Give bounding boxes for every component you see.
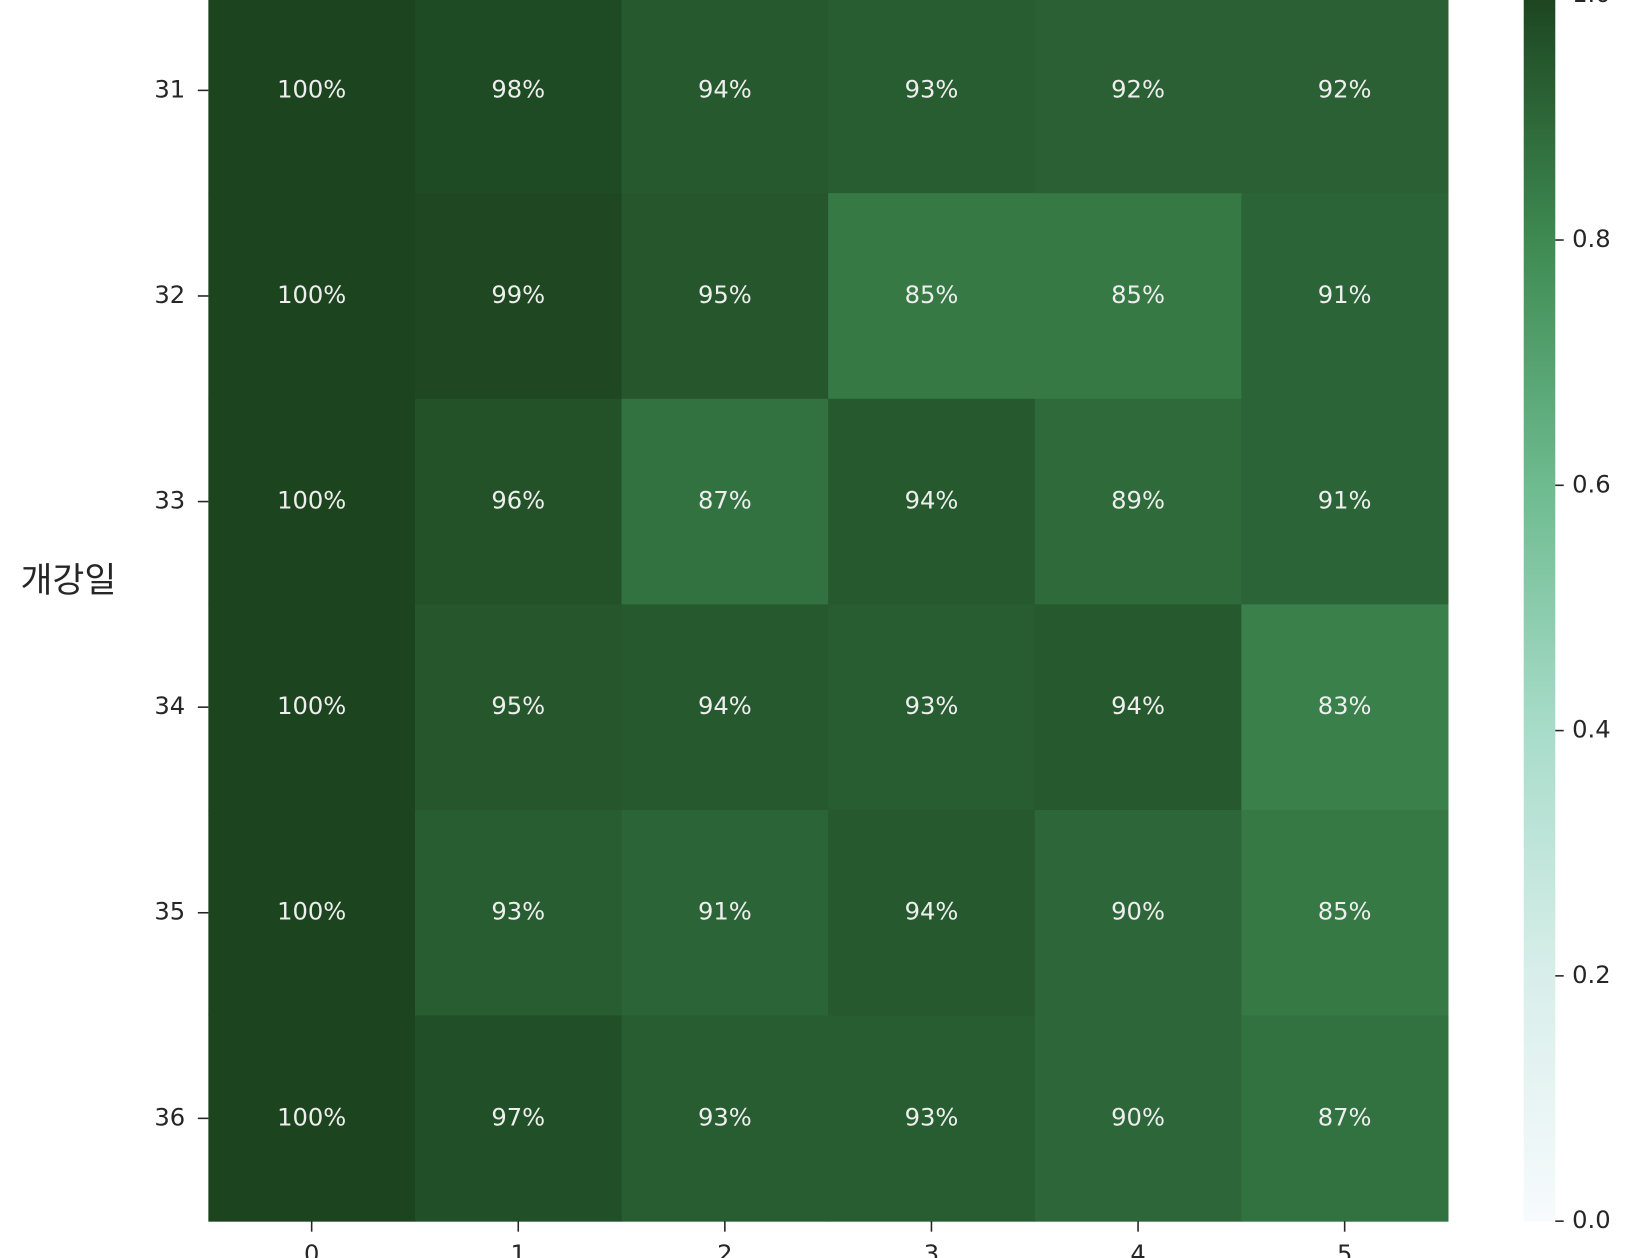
heatmap-cell <box>1034 398 1242 605</box>
heatmap-cell <box>208 1015 416 1222</box>
cell-label: 100% <box>277 1103 346 1131</box>
cell-label: 94% <box>905 898 959 926</box>
colorbar-tick-label: 0.2 <box>1572 961 1610 989</box>
colorbar-tick-label: 0.8 <box>1572 225 1610 253</box>
heatmap-cell <box>208 604 416 811</box>
cell-label: 91% <box>1318 487 1372 515</box>
cell-label: 98% <box>491 75 545 103</box>
heatmap-cell <box>828 604 1036 811</box>
heatmap-cell <box>208 809 416 1017</box>
heatmap-cell <box>414 604 623 811</box>
cell-label: 91% <box>698 898 752 926</box>
heatmap-cell <box>208 0 416 194</box>
cell-label: 90% <box>1111 1103 1165 1131</box>
heatmap-cell <box>1241 398 1449 605</box>
cell-label: 100% <box>277 487 346 515</box>
heatmap-cell <box>1241 809 1449 1017</box>
cell-label: 87% <box>698 487 752 515</box>
cell-label: 99% <box>491 281 545 309</box>
heatmap-cell <box>621 398 829 605</box>
y-axis-label: 개강일 <box>20 561 116 601</box>
cell-label: 96% <box>491 487 545 515</box>
heatmap-cell <box>414 193 623 400</box>
y-tick-label: 33 <box>154 487 185 515</box>
cell-label: 92% <box>1318 75 1372 103</box>
y-tick-label: 35 <box>154 898 185 926</box>
heatmap-cell <box>1034 809 1242 1017</box>
cell-label: 93% <box>905 692 959 720</box>
heatmap-cell <box>621 193 829 400</box>
heatmap-cell <box>828 809 1036 1017</box>
y-tick-label: 34 <box>154 692 185 720</box>
y-tick-label: 36 <box>154 1103 185 1131</box>
heatmap-cell <box>1034 604 1242 811</box>
x-tick-label: 1 <box>511 1240 526 1258</box>
cell-label: 87% <box>1318 1103 1372 1131</box>
heatmap-cell <box>828 0 1036 194</box>
cell-label: 93% <box>905 75 959 103</box>
cell-label: 94% <box>698 692 752 720</box>
heatmap-cell <box>1241 193 1449 400</box>
heatmap-cell <box>414 1015 623 1222</box>
cell-label: 100% <box>277 898 346 926</box>
heatmap-cell <box>414 0 623 194</box>
x-tick-label: 3 <box>924 1240 939 1258</box>
x-tick-label: 5 <box>1337 1240 1352 1258</box>
cell-label: 95% <box>698 281 752 309</box>
cell-label: 95% <box>491 692 545 720</box>
heatmap-cell <box>621 0 829 194</box>
heatmap-cell <box>828 193 1036 400</box>
cell-label: 93% <box>905 1103 959 1131</box>
colorbar-tick-label: 1.0 <box>1572 0 1610 8</box>
cell-label: 90% <box>1111 898 1165 926</box>
y-tick-label: 31 <box>154 75 185 103</box>
heatmap-cell <box>1034 193 1242 400</box>
x-tick-label: 0 <box>304 1240 319 1258</box>
y-tick-label: 32 <box>154 281 185 309</box>
colorbar-tick-label: 0.4 <box>1572 716 1610 744</box>
heatmap-cell <box>621 1015 829 1222</box>
cell-label: 97% <box>491 1103 545 1131</box>
x-tick-label: 2 <box>717 1240 732 1258</box>
cell-label: 85% <box>1111 281 1165 309</box>
heatmap-cell <box>414 398 623 605</box>
cell-label: 85% <box>1318 898 1372 926</box>
cell-label: 100% <box>277 281 346 309</box>
heatmap-cell <box>621 604 829 811</box>
heatmap-cell <box>621 809 829 1017</box>
cell-label: 93% <box>491 898 545 926</box>
colorbar <box>1523 0 1556 1222</box>
heatmap-cell <box>208 193 416 400</box>
cell-label: 91% <box>1318 281 1372 309</box>
colorbar-tick-label: 0.0 <box>1572 1206 1610 1234</box>
cell-label: 94% <box>698 75 752 103</box>
cell-label: 94% <box>1111 692 1165 720</box>
heatmap-cell <box>1034 0 1242 194</box>
colorbar-tick-label: 0.6 <box>1572 470 1610 498</box>
heatmap-cell <box>1241 604 1449 811</box>
x-tick-label: 4 <box>1130 1240 1145 1258</box>
cell-label: 100% <box>277 692 346 720</box>
heatmap-cell <box>208 398 416 605</box>
heatmap-cell <box>1034 1015 1242 1222</box>
cell-label: 92% <box>1111 75 1165 103</box>
cell-label: 83% <box>1318 692 1372 720</box>
cell-label: 85% <box>905 281 959 309</box>
heatmap-cell <box>828 398 1036 605</box>
cell-label: 93% <box>698 1103 752 1131</box>
heatmap-cell <box>828 1015 1036 1222</box>
heatmap-cell <box>414 809 623 1017</box>
cell-label: 94% <box>905 487 959 515</box>
cell-label: 89% <box>1111 487 1165 515</box>
cell-label: 100% <box>277 75 346 103</box>
heatmap-cell <box>1241 1015 1449 1222</box>
heatmap-cell <box>1241 0 1449 194</box>
